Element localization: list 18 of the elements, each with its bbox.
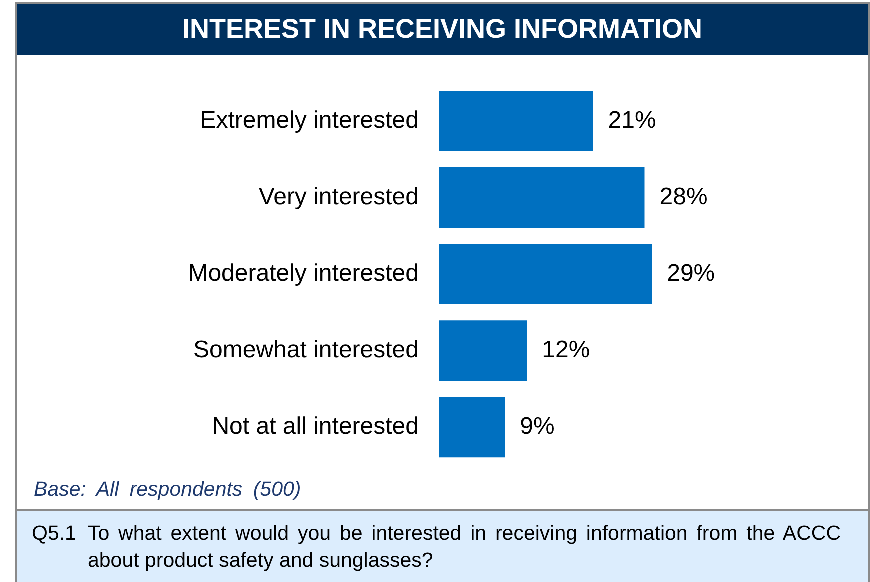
y-tick-label: Somewhat interested — [194, 336, 419, 364]
text: Q5.1 To what extent would you be interested in receiving information from the ACCC about product safety and sunglasses? — [32, 521, 841, 574]
y-tick-label: Moderately interested — [188, 260, 419, 287]
data-label: 9% — [520, 412, 555, 440]
bar — [439, 397, 506, 458]
data-label: 12% — [542, 336, 590, 364]
data-label: 21% — [608, 106, 656, 134]
data-label: 28% — [660, 183, 708, 210]
bar — [439, 320, 528, 382]
text: Base: All respondents (500) — [34, 478, 302, 502]
data-label: 29% — [667, 260, 716, 287]
bar — [439, 168, 645, 228]
bar — [439, 244, 652, 305]
chart-title: INTEREST IN RECEIVING INFORMATION — [17, 4, 868, 55]
y-tick-label: Very interested — [258, 183, 419, 210]
y-tick-label: Extremely interested — [200, 106, 419, 134]
bar — [439, 91, 594, 152]
y-tick-label: Not at all interested — [212, 412, 419, 440]
